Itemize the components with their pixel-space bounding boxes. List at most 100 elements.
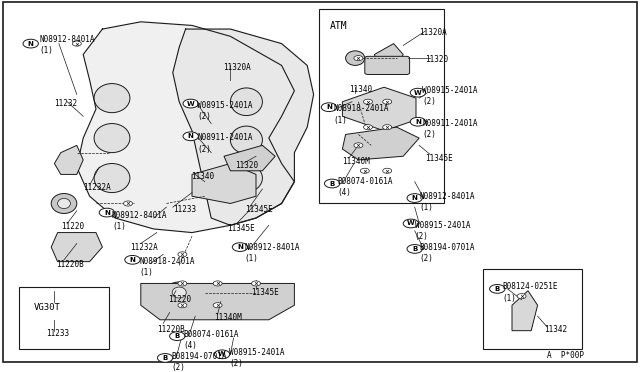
Polygon shape [173,29,314,225]
Ellipse shape [58,198,70,209]
Text: 11320A: 11320A [419,28,447,37]
Circle shape [183,99,198,108]
Ellipse shape [94,124,130,153]
Text: N: N [104,209,110,216]
Circle shape [364,125,372,130]
Text: N: N [415,119,421,125]
Ellipse shape [346,51,365,65]
Text: N08912-8401A
(1): N08912-8401A (1) [244,243,300,263]
Circle shape [410,118,426,126]
Text: 11345E: 11345E [245,205,273,214]
Text: B: B [175,333,180,339]
Text: W08915-2401A
(2): W08915-2401A (2) [229,348,285,368]
Ellipse shape [230,88,262,116]
Bar [19,287,109,349]
Text: W08915-2401A
(2): W08915-2401A (2) [197,101,253,121]
Circle shape [321,103,337,112]
Text: B08194-0701A
(2): B08194-0701A (2) [419,243,475,263]
Text: W08915-2401A
(2): W08915-2401A (2) [422,86,478,106]
Circle shape [157,353,173,362]
Text: N: N [412,195,418,201]
Text: 11232: 11232 [54,99,77,108]
Text: 11340: 11340 [349,84,372,93]
Circle shape [124,201,132,206]
Text: 11233: 11233 [173,205,196,214]
Text: 11320: 11320 [426,55,449,64]
Text: B08074-0161A
(4): B08074-0161A (4) [184,330,239,350]
Text: 11220B: 11220B [157,326,184,334]
Circle shape [213,303,222,308]
Circle shape [410,88,426,97]
Text: N: N [326,104,332,110]
Text: 11345E: 11345E [227,224,255,233]
Text: ATM: ATM [330,21,348,31]
Text: 11320: 11320 [236,161,259,170]
Circle shape [354,143,363,148]
Circle shape [354,55,363,61]
Text: 11340: 11340 [191,173,214,182]
Text: 11320A: 11320A [223,64,250,73]
Ellipse shape [94,84,130,113]
Ellipse shape [165,282,194,303]
Text: N08911-2401A
(2): N08911-2401A (2) [197,134,253,154]
Circle shape [72,41,81,46]
Ellipse shape [172,287,186,298]
Circle shape [383,125,392,130]
Text: A  P*00P: A P*00P [547,351,584,360]
Polygon shape [342,87,416,131]
Text: 11340M: 11340M [342,157,370,166]
Text: 11342: 11342 [544,326,567,334]
Text: W: W [414,90,422,96]
Circle shape [490,285,505,293]
Text: B: B [163,355,168,361]
Text: W08915-2401A
(2): W08915-2401A (2) [415,221,470,241]
Polygon shape [141,283,294,320]
Circle shape [383,168,392,173]
Circle shape [125,256,140,264]
Text: N: N [129,257,136,263]
Text: 11233: 11233 [46,329,69,338]
Text: B: B [330,180,335,186]
Text: 11340M: 11340M [214,314,242,323]
Text: B08074-0161A
(4): B08074-0161A (4) [337,177,393,197]
Ellipse shape [94,164,130,193]
Text: N08918-2401A
(1): N08918-2401A (1) [140,257,195,277]
Circle shape [324,179,340,188]
Text: 11220B: 11220B [56,260,84,269]
Circle shape [213,281,222,286]
Text: N08912-8401A
(1): N08912-8401A (1) [40,35,95,55]
Text: N08918-2401A
(1): N08918-2401A (1) [333,105,389,125]
Circle shape [383,99,392,104]
Circle shape [232,243,248,251]
FancyBboxPatch shape [365,56,410,74]
Text: VG30T: VG30T [33,303,60,312]
Circle shape [178,252,187,257]
Text: N: N [28,41,34,46]
Text: N: N [237,244,243,250]
Circle shape [23,39,38,48]
Text: 11232A: 11232A [130,243,157,251]
Polygon shape [224,145,275,171]
Text: B08194-0701A
(2): B08194-0701A (2) [172,352,227,372]
Text: N08912-8401A
(1): N08912-8401A (1) [419,192,475,212]
Bar [483,269,582,349]
Circle shape [403,219,419,228]
Circle shape [407,244,422,253]
Polygon shape [342,127,419,160]
Text: W: W [218,351,226,357]
Circle shape [178,281,187,286]
Circle shape [364,99,372,104]
Circle shape [407,194,422,202]
Text: 11345E: 11345E [252,288,279,297]
Ellipse shape [230,164,262,192]
Text: W: W [407,221,415,227]
Circle shape [170,332,185,340]
Text: B: B [495,286,500,292]
Text: W: W [187,100,195,106]
Circle shape [360,168,369,173]
Polygon shape [512,291,538,331]
Text: 11220: 11220 [168,295,191,304]
Circle shape [517,294,526,299]
Ellipse shape [230,126,262,154]
Text: N08911-2401A
(2): N08911-2401A (2) [422,119,478,139]
